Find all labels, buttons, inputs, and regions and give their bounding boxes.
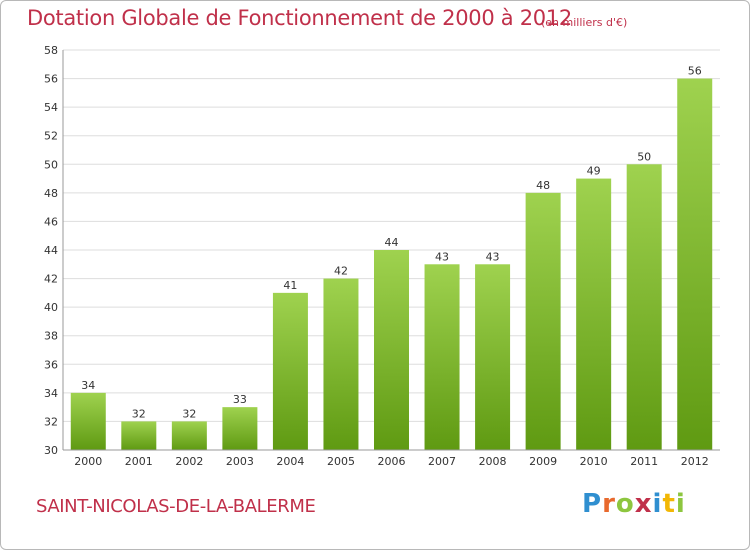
data-label: 43 bbox=[486, 250, 500, 263]
logo-letter: r bbox=[602, 489, 616, 519]
logo-letter: o bbox=[615, 489, 635, 519]
x-tick-label: 2012 bbox=[681, 455, 709, 468]
bar bbox=[525, 192, 561, 450]
bar bbox=[374, 250, 409, 450]
x-tick-label: 2011 bbox=[630, 455, 658, 468]
logo-letter: t bbox=[662, 489, 676, 519]
logo-letter: P bbox=[582, 489, 603, 519]
commune-name: SAINT-NICOLAS-DE-LA-BALERME bbox=[36, 496, 316, 517]
x-tick-label: 2002 bbox=[175, 455, 203, 468]
axes bbox=[62, 50, 720, 451]
y-tick-label: 50 bbox=[44, 158, 58, 171]
y-tick-label: 54 bbox=[44, 101, 58, 114]
x-tick-label: 2005 bbox=[327, 455, 355, 468]
bar bbox=[323, 278, 359, 450]
data-label: 34 bbox=[81, 379, 95, 392]
proxiti-logo: Proxiti bbox=[582, 489, 686, 519]
y-tick-label: 52 bbox=[44, 130, 58, 143]
data-label: 49 bbox=[587, 165, 601, 178]
data-label: 32 bbox=[182, 407, 196, 420]
x-tick-label: 2010 bbox=[580, 455, 608, 468]
data-label: 48 bbox=[536, 179, 550, 192]
y-tick-label: 30 bbox=[44, 444, 58, 457]
y-tick-label: 38 bbox=[44, 330, 58, 343]
bar bbox=[70, 392, 106, 450]
x-tick-label: 2008 bbox=[479, 455, 507, 468]
bar bbox=[222, 407, 258, 450]
bar bbox=[272, 292, 308, 450]
y-tick-label: 48 bbox=[44, 187, 58, 200]
x-tick-label: 2007 bbox=[428, 455, 456, 468]
bar bbox=[424, 264, 460, 450]
bar bbox=[576, 178, 612, 451]
data-label: 42 bbox=[334, 265, 348, 278]
logo-letter: i bbox=[652, 489, 663, 519]
data-label: 32 bbox=[132, 407, 146, 420]
bar bbox=[171, 421, 207, 450]
y-tick-label: 36 bbox=[44, 358, 58, 371]
logo-letter: i bbox=[675, 489, 686, 519]
data-label: 43 bbox=[435, 250, 449, 263]
chart-subtitle: (en milliers d'€) bbox=[541, 16, 628, 29]
x-tick-label: 2006 bbox=[378, 455, 406, 468]
y-tick-label: 58 bbox=[44, 44, 58, 57]
bar bbox=[677, 78, 713, 451]
y-tick-label: 40 bbox=[44, 301, 58, 314]
y-tick-label: 34 bbox=[44, 387, 58, 400]
data-label: 50 bbox=[637, 150, 651, 163]
y-tick-label: 44 bbox=[44, 244, 58, 257]
x-tick-label: 2003 bbox=[226, 455, 254, 468]
data-label: 33 bbox=[233, 393, 247, 406]
logo-letter: x bbox=[634, 489, 653, 519]
data-label: 44 bbox=[385, 236, 399, 249]
bar bbox=[626, 164, 662, 451]
bar bbox=[475, 264, 511, 450]
y-tick-label: 46 bbox=[44, 215, 58, 228]
y-axis-ticks: 30 32 34 36 38 40 42 44 46 48 50 52 54 56 58 bbox=[44, 44, 58, 457]
y-tick-label: 56 bbox=[44, 73, 58, 86]
y-tick-label: 32 bbox=[44, 415, 58, 428]
bars: 34 32 32 33 41 42 44 43 43 48 49 50 56 bbox=[70, 65, 713, 451]
x-tick-label: 2000 bbox=[74, 455, 102, 468]
y-tick-label: 42 bbox=[44, 273, 58, 286]
data-label: 41 bbox=[283, 279, 297, 292]
x-tick-label: 2004 bbox=[276, 455, 304, 468]
bar bbox=[121, 421, 157, 450]
data-label: 56 bbox=[688, 65, 702, 78]
x-axis-ticks: 2000 2001 2002 2003 2004 2005 2006 2007 2008 2009… bbox=[74, 455, 708, 468]
x-tick-label: 2009 bbox=[529, 455, 557, 468]
x-tick-label: 2001 bbox=[125, 455, 153, 468]
chart-title: Dotation Globale de Fonctionnement de 20… bbox=[27, 6, 572, 30]
